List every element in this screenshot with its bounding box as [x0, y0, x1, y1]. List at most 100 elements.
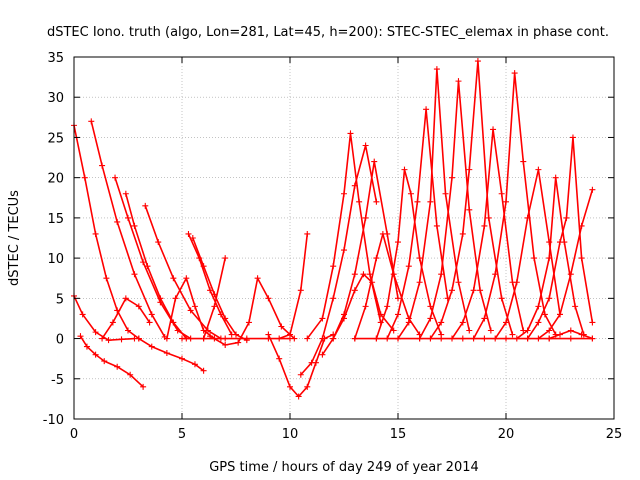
series-line — [73, 124, 140, 340]
data-point — [438, 319, 445, 326]
series-line — [537, 188, 594, 340]
y-tick-label: 10 — [47, 252, 64, 267]
series-line — [375, 168, 443, 340]
series-17 — [304, 130, 384, 342]
series-27 — [449, 126, 527, 342]
data-point — [449, 287, 455, 294]
data-point — [557, 311, 563, 318]
data-point — [222, 335, 229, 342]
data-point — [189, 235, 196, 241]
data-point — [295, 393, 302, 400]
data-point — [395, 311, 401, 318]
data-point — [112, 174, 119, 181]
data-point — [474, 58, 481, 65]
data-point — [427, 303, 434, 310]
data-point — [304, 335, 311, 342]
data-point — [92, 230, 99, 237]
data-point — [470, 287, 477, 294]
data-point — [578, 331, 585, 338]
data-point — [341, 315, 347, 322]
data-point — [567, 327, 574, 334]
data-point — [330, 263, 337, 270]
data-point — [546, 295, 553, 302]
data-point — [433, 66, 440, 73]
data-point — [427, 198, 434, 205]
data-point — [466, 327, 473, 334]
data-point — [498, 295, 505, 302]
data-point — [254, 275, 261, 282]
data-point — [170, 275, 177, 282]
data-point — [304, 230, 311, 237]
data-point — [179, 355, 185, 362]
data-point — [287, 331, 293, 338]
data-point — [235, 339, 242, 346]
data-point — [125, 214, 131, 221]
data-point — [569, 134, 576, 141]
series-2 — [77, 333, 147, 390]
data-point — [520, 158, 527, 165]
data-point — [125, 327, 131, 334]
data-point — [390, 327, 397, 334]
y-tick-label: 35 — [47, 51, 64, 66]
data-point — [211, 303, 218, 310]
data-point — [172, 295, 179, 302]
data-point — [356, 198, 363, 205]
data-point — [572, 303, 579, 310]
data-point — [319, 315, 326, 322]
data-point — [222, 255, 229, 262]
plot-frame — [73, 56, 615, 420]
data-point — [148, 343, 155, 350]
data-point — [455, 279, 462, 286]
data-point — [114, 363, 121, 370]
data-point — [77, 333, 84, 340]
data-point — [183, 275, 190, 282]
series-16 — [276, 230, 311, 342]
data-point — [222, 341, 229, 348]
data-point — [304, 383, 311, 390]
data-point — [557, 239, 563, 246]
data-point — [127, 371, 134, 378]
data-point — [362, 142, 369, 149]
data-point — [265, 295, 272, 302]
x-tick-label: 15 — [390, 427, 407, 442]
data-point — [351, 182, 358, 189]
series-line — [515, 176, 585, 340]
data-point — [492, 271, 499, 278]
data-point — [379, 230, 386, 237]
data-point — [405, 263, 412, 270]
data-point — [433, 222, 440, 229]
data-point — [200, 367, 207, 374]
series-line — [138, 337, 205, 372]
data-point — [384, 303, 391, 310]
data-point — [511, 70, 518, 77]
series-line — [114, 176, 192, 340]
data-point — [341, 190, 347, 197]
data-point — [535, 166, 542, 173]
data-point — [341, 247, 347, 254]
grid-lines — [74, 57, 614, 419]
data-point — [416, 255, 423, 262]
data-point — [185, 230, 192, 237]
data-point — [509, 331, 516, 338]
data-point — [170, 319, 177, 326]
data-point — [179, 335, 185, 342]
data-point — [524, 327, 531, 334]
series-line — [526, 136, 594, 340]
data-point — [442, 190, 449, 197]
data-point — [405, 319, 412, 326]
series-23 — [384, 106, 451, 342]
series-11 — [189, 235, 250, 344]
data-point — [360, 271, 367, 278]
data-point — [148, 311, 155, 318]
data-point — [557, 331, 563, 338]
data-point — [157, 295, 164, 302]
data-point — [466, 166, 473, 173]
data-point — [319, 351, 326, 358]
data-point — [524, 214, 531, 221]
series-line — [192, 237, 248, 341]
data-point — [233, 331, 239, 338]
data-point — [122, 190, 129, 197]
series-line — [418, 80, 492, 340]
data-point — [347, 130, 354, 137]
data-point — [105, 337, 112, 344]
